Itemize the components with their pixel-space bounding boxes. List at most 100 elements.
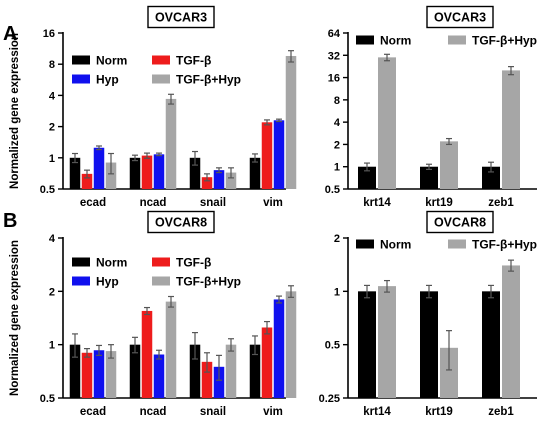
y-tick-label: 0.5	[40, 184, 55, 196]
error-bar-krt14-tgf-beta-plus-hyp	[384, 53, 390, 62]
legend-swatch	[448, 239, 466, 249]
legend-item-tgf-beta-plus-hyp: TGF-β+Hyp	[448, 238, 537, 252]
x-tick-label-vim: vim	[263, 406, 283, 418]
y-tick-label: 1	[49, 340, 55, 352]
error-bar-krt19-tgf-beta-plus-hyp	[446, 137, 452, 146]
error-bar-krt14-norm	[364, 284, 370, 299]
legend-swatch	[72, 74, 90, 84]
error-bar-vim-tgf-beta-plus-hyp	[288, 285, 294, 298]
error-bar-vim-norm	[252, 335, 258, 356]
y-tick-label: 4	[334, 117, 341, 129]
x-tick-label-snail: snail	[200, 406, 226, 418]
y-tick-label: 16	[43, 28, 55, 40]
bar-zeb1-norm	[482, 291, 500, 398]
y-tick-label: 0.5	[40, 393, 55, 405]
bar-ecad-tgf-beta-plus-hyp	[105, 351, 117, 398]
legend-swatch	[72, 276, 90, 286]
legend-swatch	[72, 257, 90, 267]
bar-snail-hyp	[213, 170, 225, 189]
panel-label-b: B	[3, 210, 17, 232]
panel-label-a: A	[3, 23, 17, 45]
legend-swatch	[152, 55, 170, 65]
bar-ncad-tgf-beta-plus-hyp	[165, 301, 177, 398]
error-bar-ncad-tgf-beta-plus-hyp	[168, 295, 174, 308]
legend-item-tgf-beta-plus-hyp: TGF-β+Hyp	[152, 73, 241, 87]
bar-zeb1-tgf-beta-plus-hyp	[502, 70, 520, 189]
legend-swatch	[152, 74, 170, 84]
legend-label: Norm	[96, 256, 127, 270]
legend-swatch	[152, 257, 170, 267]
bar-vim-norm	[249, 344, 261, 398]
chart-title: OVCAR8	[434, 216, 486, 230]
legend-label: TGF-β+Hyp	[176, 275, 241, 289]
chart-title: OVCAR8	[155, 216, 207, 230]
error-bar-ecad-tgf-beta	[84, 348, 90, 358]
bar-ecad-tgf-beta-plus-hyp	[105, 162, 117, 189]
y-tick-label: 2	[334, 233, 340, 245]
bar-vim-tgf-beta-plus-hyp	[285, 291, 297, 398]
y-tick-label: 1	[334, 286, 340, 298]
error-bar-ecad-hyp	[96, 344, 102, 356]
error-bar-ncad-hyp	[156, 152, 162, 157]
chart-title: OVCAR3	[155, 11, 207, 25]
bar-ecad-tgf-beta	[81, 173, 93, 189]
bar-ncad-tgf-beta-plus-hyp	[165, 98, 177, 189]
bar-snail-tgf-beta-plus-hyp	[225, 344, 237, 398]
y-tick-label: 2	[49, 286, 55, 298]
x-tick-label-ncad: ncad	[140, 406, 167, 418]
bar-ncad-norm	[129, 344, 141, 398]
error-bar-ncad-tgf-beta	[144, 152, 150, 159]
error-bar-krt19-norm	[426, 163, 432, 170]
legend-item-norm: Norm	[72, 256, 127, 270]
legend-swatch	[356, 239, 374, 249]
bar-vim-norm	[249, 157, 261, 189]
legend-swatch	[72, 55, 90, 65]
bar-ecad-hyp	[93, 147, 105, 189]
y-tick-label: 1	[49, 153, 55, 165]
bar-snail-norm	[189, 344, 201, 398]
chart-ovcar3-emt: 0.5 1 2 4 8 16 Normalized gene expression ecad n…	[9, 5, 297, 209]
chart-title: OVCAR3	[434, 11, 486, 25]
y-tick-label: 0.25	[319, 393, 340, 405]
bar-ecad-norm	[69, 157, 81, 189]
x-tick-label-ecad: ecad	[80, 406, 106, 418]
bar-krt19-norm	[420, 291, 438, 398]
y-tick-label: 1	[334, 162, 340, 174]
error-bar-ncad-hyp	[156, 349, 162, 360]
bar-vim-hyp	[273, 120, 285, 189]
legend-item-tgf-beta-plus-hyp: TGF-β+Hyp	[448, 34, 537, 48]
bar-ncad-hyp	[153, 154, 165, 189]
bar-snail-tgf-beta	[201, 177, 213, 189]
legend-item-tgf-beta: TGF-β	[152, 256, 211, 270]
bar-ncad-hyp	[153, 354, 165, 398]
bar-ncad-norm	[129, 157, 141, 189]
bar-krt19-tgf-beta-plus-hyp	[440, 141, 458, 189]
bar-snail-hyp	[213, 366, 225, 398]
error-bar-zeb1-norm	[488, 161, 494, 173]
error-bar-snail-norm	[192, 150, 198, 166]
error-bar-ecad-norm	[72, 152, 78, 164]
legend-label: Norm	[380, 34, 411, 48]
error-bar-vim-hyp	[276, 295, 282, 304]
bar-vim-tgf-beta	[261, 327, 273, 398]
bar-vim-tgf-beta-plus-hyp	[285, 55, 297, 189]
legend-swatch	[356, 35, 374, 45]
x-tick-label-krt19: krt19	[425, 197, 453, 209]
legend-swatch	[152, 276, 170, 286]
legend-label: TGF-β+Hyp	[472, 34, 537, 48]
bar-vim-hyp	[273, 299, 285, 398]
error-bar-krt14-norm	[364, 162, 370, 172]
bar-snail-tgf-beta	[201, 361, 213, 398]
bar-ncad-tgf-beta	[141, 155, 153, 189]
bar-ecad-hyp	[93, 350, 105, 398]
y-tick-label: 8	[49, 59, 55, 71]
error-bar-krt14-tgf-beta-plus-hyp	[384, 279, 390, 293]
x-tick-label-zeb1: zeb1	[488, 406, 514, 418]
legend-label: TGF-β+Hyp	[472, 238, 537, 252]
y-tick-label: 2	[334, 139, 340, 151]
bar-krt19-norm	[420, 166, 438, 189]
error-bar-krt19-tgf-beta-plus-hyp	[446, 330, 452, 371]
error-bar-vim-norm	[252, 153, 258, 163]
bar-krt14-norm	[358, 291, 376, 398]
legend-item-norm: Norm	[72, 54, 127, 68]
